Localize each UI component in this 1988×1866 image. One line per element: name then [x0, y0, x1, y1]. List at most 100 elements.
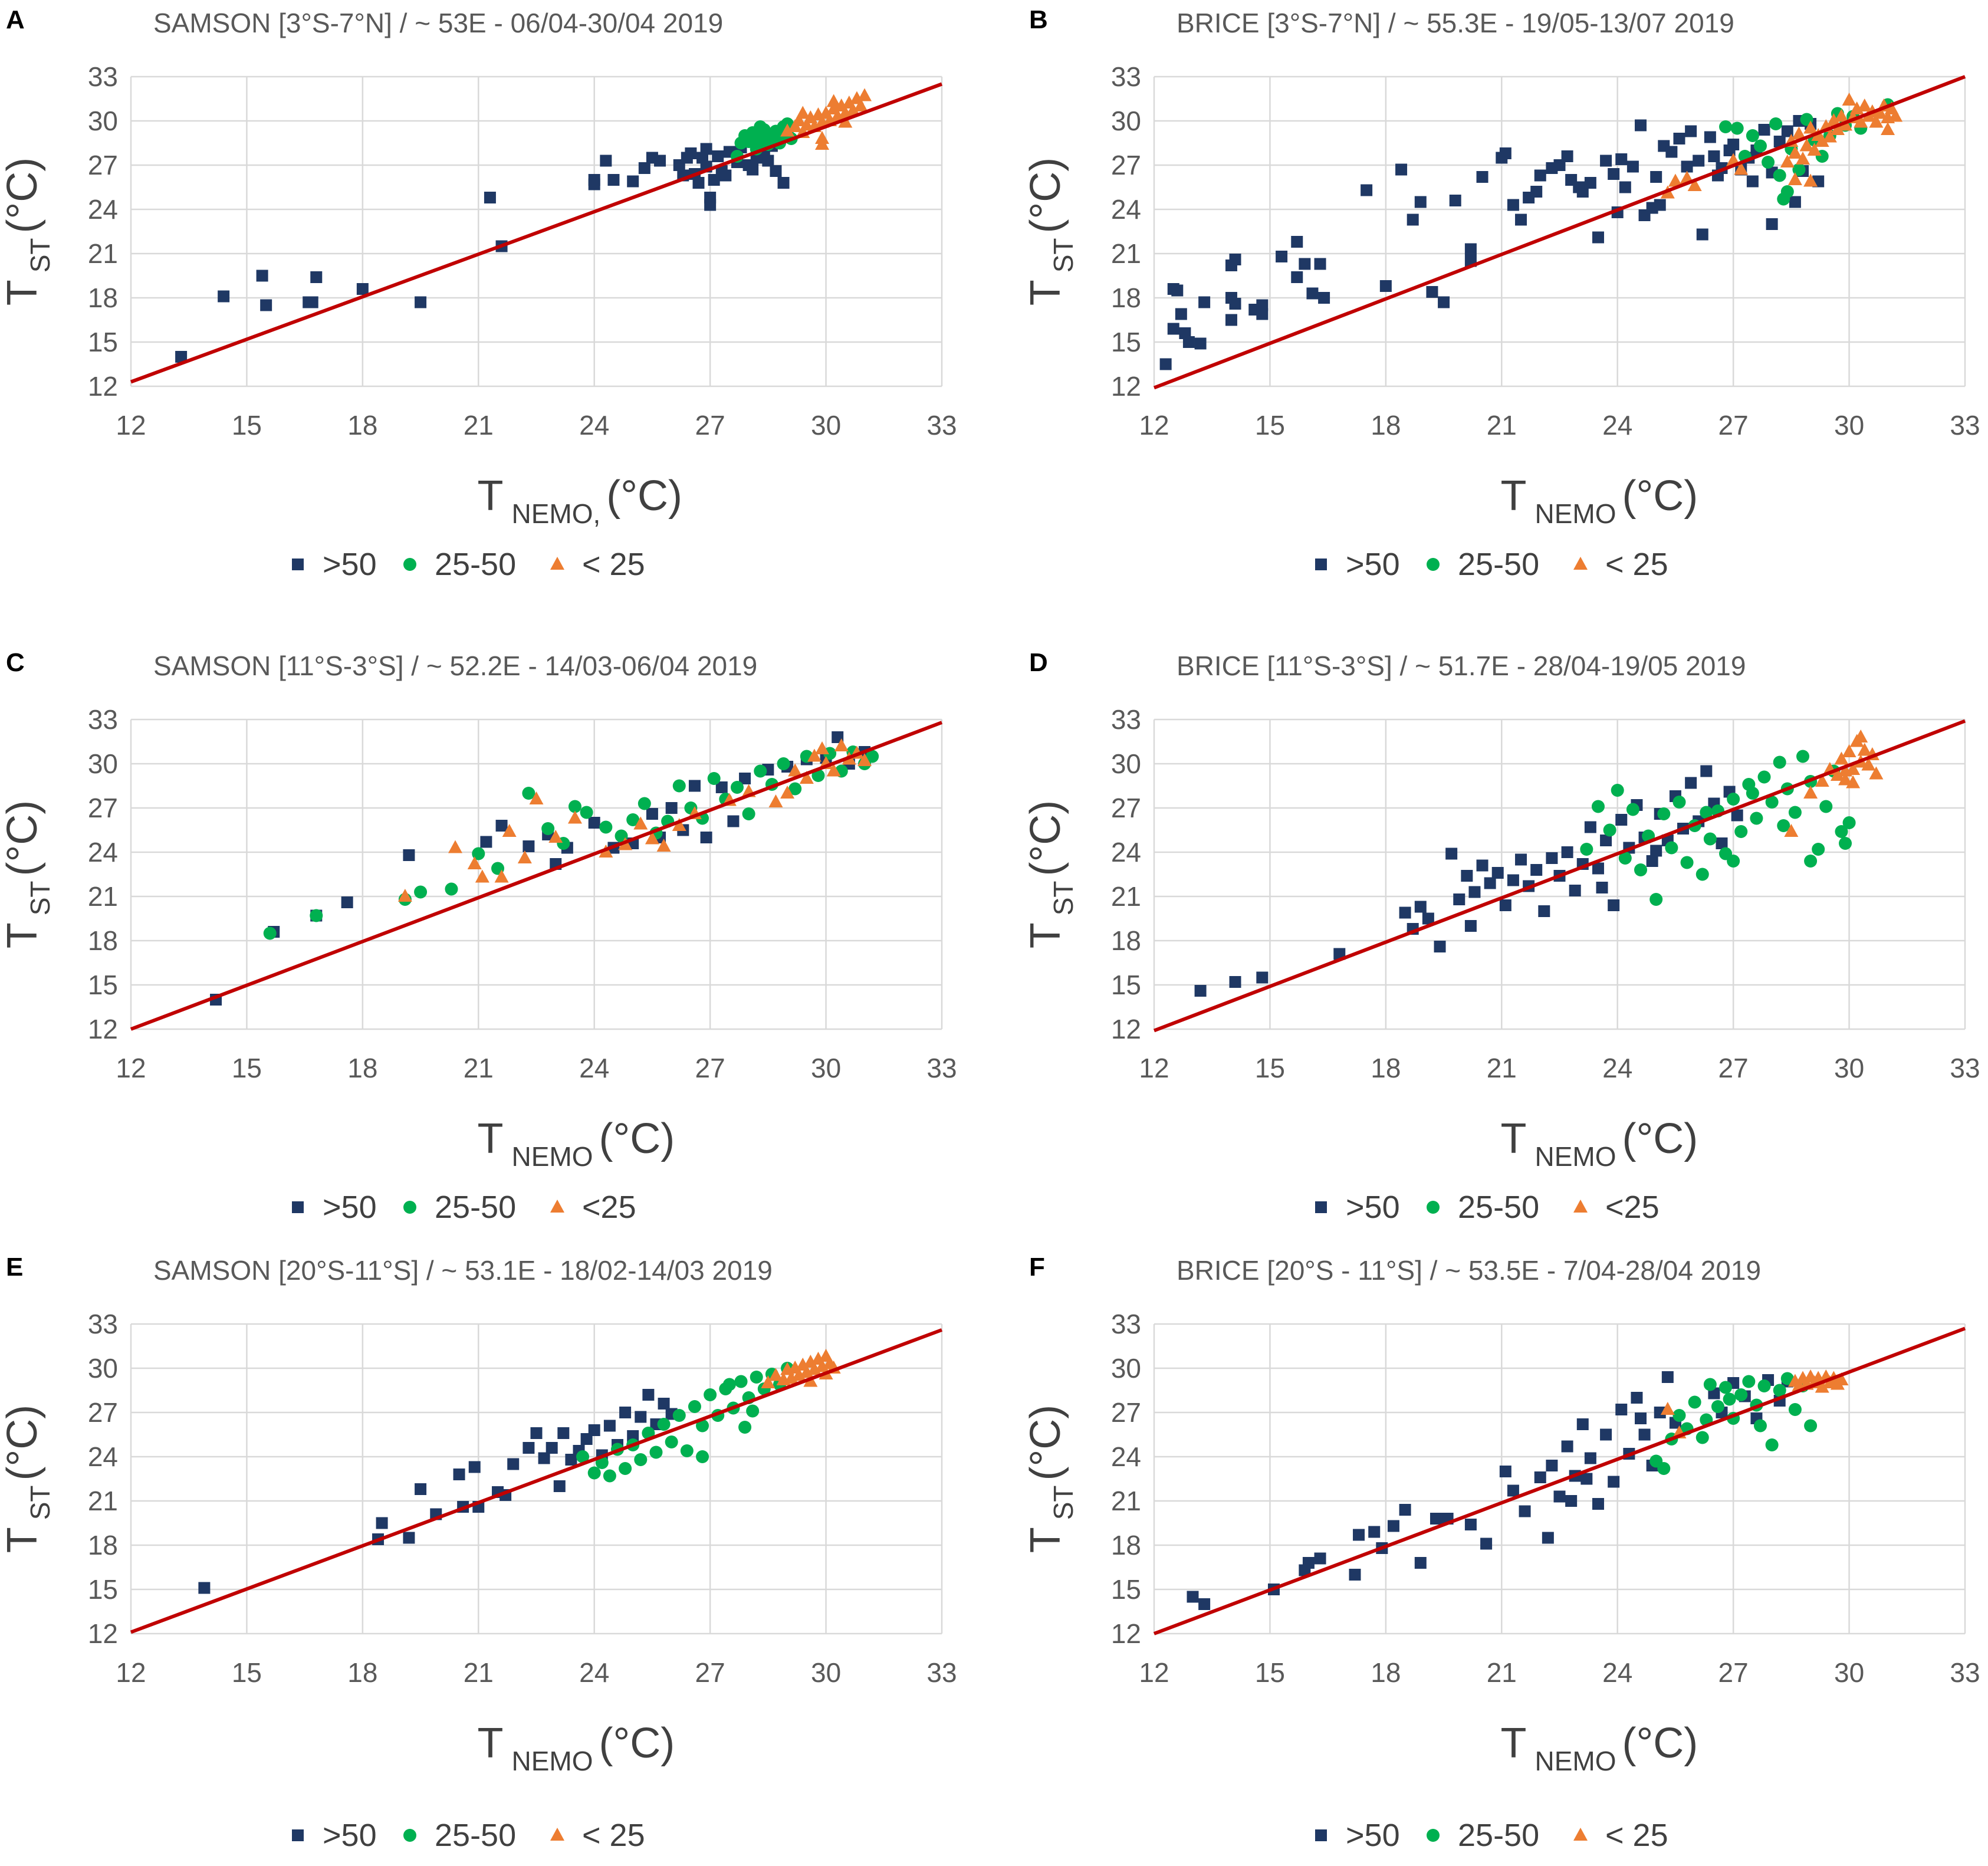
- data-point-square: [1229, 976, 1241, 988]
- data-point-square: [1414, 1557, 1427, 1569]
- data-point-triangle: [1803, 120, 1818, 134]
- data-point-square: [1553, 1490, 1566, 1503]
- data-point-square: [1615, 1404, 1628, 1415]
- data-point-square: [1561, 150, 1573, 162]
- legend-marker-circle: [403, 1829, 416, 1842]
- data-point-square: [1561, 846, 1573, 858]
- data-point-circle: [672, 779, 686, 793]
- panel-label: D: [1029, 648, 1048, 677]
- data-point-circle: [704, 1388, 717, 1401]
- data-point-square: [642, 1389, 655, 1401]
- x-axis-label: T NEMO (°C): [478, 1115, 675, 1172]
- data-point-square: [1499, 147, 1511, 159]
- y-tick-label: 24: [1111, 194, 1141, 225]
- data-point-square: [600, 155, 612, 167]
- legend-label: < 25: [582, 547, 645, 582]
- data-point-circle: [1657, 807, 1671, 820]
- y-tick-label: 33: [88, 61, 118, 92]
- data-point-square: [1361, 184, 1373, 196]
- y-tick-label: 27: [1111, 150, 1141, 180]
- data-point-circle: [754, 120, 767, 133]
- data-point-triangle: [1784, 824, 1799, 837]
- y-tick-label: 27: [88, 1397, 118, 1428]
- data-point-square: [218, 290, 230, 303]
- legend-marker-triangle: [1573, 557, 1588, 570]
- data-point-circle: [1762, 156, 1775, 169]
- y-axis-label-sub: ST: [25, 1485, 55, 1520]
- data-point-square: [1194, 337, 1207, 350]
- data-point-square: [1434, 941, 1446, 952]
- data-point-circle: [603, 1469, 616, 1483]
- x-tick-label: 18: [1371, 410, 1401, 441]
- x-tick-label: 27: [695, 1657, 725, 1688]
- data-point-triangle: [1815, 774, 1829, 787]
- legend-label: >50: [1346, 1190, 1400, 1225]
- x-axis-label-main: T: [1501, 1720, 1527, 1767]
- y-axis-label-unit: (°C): [1022, 1405, 1069, 1481]
- y-tick-label: 12: [1111, 1014, 1141, 1044]
- data-point-triangle: [815, 137, 830, 150]
- data-point-square: [588, 1424, 600, 1436]
- data-point-circle: [1580, 843, 1593, 856]
- data-point-circle: [1703, 1378, 1717, 1391]
- data-point-circle: [626, 813, 640, 826]
- legend-marker-triangle: [550, 557, 564, 570]
- data-point-square: [1314, 258, 1326, 270]
- data-point-square: [484, 192, 496, 203]
- y-tick-label: 30: [88, 1353, 118, 1384]
- y-tick-label: 24: [88, 194, 118, 225]
- x-axis-label-sub: NEMO: [511, 1746, 593, 1776]
- y-tick-label: 21: [88, 1486, 118, 1516]
- data-point-square: [480, 836, 492, 848]
- data-point-circle: [738, 1421, 752, 1434]
- data-point-square: [1464, 920, 1477, 932]
- data-point-square: [538, 1452, 550, 1464]
- data-point-triangle: [645, 831, 659, 845]
- data-point-square: [1615, 814, 1628, 826]
- data-point-square: [1480, 1538, 1493, 1550]
- y-tick-label: 18: [88, 1530, 118, 1561]
- data-point-circle: [1611, 784, 1624, 797]
- data-point-square: [627, 175, 639, 188]
- legend-marker-triangle: [1573, 1828, 1588, 1841]
- data-point-triangle: [1815, 134, 1829, 147]
- data-point-square: [1422, 912, 1434, 925]
- x-tick-label: 30: [1834, 1053, 1864, 1083]
- legend-label: >50: [323, 547, 377, 582]
- data-point-square: [1646, 855, 1658, 867]
- data-point-triangle: [1846, 775, 1861, 789]
- data-point-square: [1685, 125, 1697, 137]
- panel-label: E: [6, 1253, 23, 1282]
- y-axis-label-main: T: [0, 922, 46, 948]
- data-point-triangle: [799, 771, 814, 784]
- data-point-square: [557, 1427, 570, 1439]
- legend-marker-square: [1315, 1829, 1327, 1841]
- data-point-square: [1546, 852, 1558, 864]
- data-point-circle: [587, 1466, 601, 1480]
- x-tick-label: 27: [695, 1053, 725, 1083]
- y-axis-label-sub: ST: [1048, 1485, 1079, 1520]
- data-point-triangle: [857, 88, 872, 101]
- data-point-square: [692, 177, 705, 189]
- data-point-square: [1519, 1505, 1531, 1517]
- data-point-square: [306, 296, 318, 308]
- data-point-triangle: [397, 889, 412, 902]
- data-point-square: [1727, 139, 1740, 150]
- data-point-circle: [1626, 803, 1639, 816]
- legend-label: 25-50: [435, 1818, 516, 1853]
- data-point-square: [1576, 1418, 1589, 1430]
- data-point-square: [260, 299, 272, 311]
- x-tick-label: 21: [1487, 1657, 1517, 1688]
- legend-label: >50: [323, 1190, 377, 1225]
- data-point-square: [1449, 195, 1461, 206]
- x-axis-label-unit: (°C): [599, 1115, 675, 1162]
- data-point-circle: [1839, 837, 1852, 850]
- x-tick-label: 12: [1139, 1657, 1169, 1688]
- x-tick-label: 27: [1718, 1657, 1749, 1688]
- x-tick-label: 12: [1139, 410, 1169, 441]
- data-point-square: [1229, 254, 1241, 265]
- data-point-square: [1534, 1471, 1546, 1483]
- data-point-square: [1484, 877, 1496, 889]
- data-point-square: [712, 150, 724, 162]
- data-point-square: [415, 1483, 427, 1495]
